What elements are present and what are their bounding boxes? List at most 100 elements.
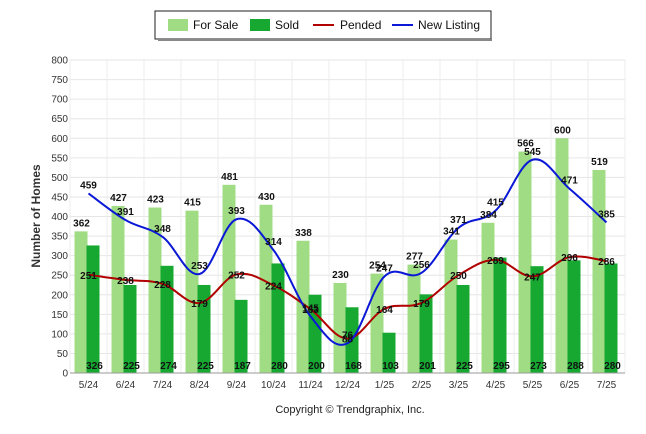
y-axis-label: Number of Homes	[29, 164, 43, 268]
x-tick-label: 10/24	[261, 380, 286, 391]
data-label-new-listing: 545	[524, 147, 541, 158]
bar-sold	[86, 245, 100, 373]
data-label-pended: 252	[228, 270, 245, 281]
x-tick-label: 8/24	[190, 380, 210, 391]
data-label-for-sale: 277	[406, 252, 423, 263]
data-label-pended: 224	[265, 281, 282, 292]
data-label-sold: 288	[567, 361, 584, 372]
data-label-for-sale: 566	[517, 139, 534, 150]
data-label-new-listing: 385	[598, 209, 615, 220]
line-new-listing	[87, 158, 608, 346]
data-label-new-listing: 371	[450, 215, 467, 226]
legend-label-new-listing: New Listing	[418, 18, 480, 32]
y-tick-label: 50	[57, 349, 69, 360]
bar-for-sale	[148, 207, 162, 373]
legend-swatch-for-sale	[168, 19, 188, 31]
bar-for-sale	[185, 210, 199, 373]
data-label-pended: 179	[191, 299, 208, 310]
data-label-sold: 225	[197, 361, 214, 372]
bar-for-sale	[592, 169, 606, 373]
bar-sold	[567, 260, 581, 373]
legend-item-new-listing: New Listing	[392, 18, 480, 32]
y-tick-label: 750	[51, 75, 68, 86]
legend-label-sold: Sold	[275, 18, 299, 32]
bar-sold	[456, 284, 470, 373]
y-tick-label: 500	[51, 173, 68, 184]
data-label-new-listing: 393	[228, 206, 245, 217]
y-tick-label: 550	[51, 153, 68, 164]
data-label-pended: 251	[80, 271, 97, 282]
y-tick-label: 250	[51, 271, 68, 282]
data-label-sold: 201	[419, 361, 436, 372]
x-axis-ticks: 5/24 6/24 7/24 8/24 9/24 10/24 11/24 12/24 1/25 2…	[79, 380, 617, 391]
bar-sold	[271, 263, 285, 373]
bar-sold	[197, 284, 211, 373]
y-tick-label: 800	[51, 56, 68, 67]
data-label-pended: 164	[376, 305, 393, 316]
bar-sold	[530, 266, 544, 373]
data-label-sold: 326	[86, 361, 103, 372]
legend-swatch-sold	[250, 19, 270, 31]
data-label-for-sale: 341	[443, 227, 460, 238]
bar-sold	[234, 299, 248, 373]
data-label-for-sale: 362	[73, 218, 90, 229]
data-label-sold: 200	[308, 361, 325, 372]
data-label-new-listing: 256	[413, 260, 430, 271]
x-tick-label: 9/24	[227, 380, 247, 391]
x-tick-label: 2/25	[412, 380, 432, 391]
data-label-sold: 273	[530, 361, 547, 372]
legend-label-pended: Pended	[340, 18, 381, 32]
data-label-sold: 225	[456, 361, 473, 372]
bar-for-sale	[444, 239, 458, 373]
bar-for-sale	[481, 222, 495, 373]
data-label-for-sale: 519	[591, 157, 608, 168]
data-label-sold: 225	[123, 361, 140, 372]
y-tick-label: 200	[51, 290, 68, 301]
y-tick-label: 0	[62, 369, 68, 380]
y-tick-label: 300	[51, 251, 68, 262]
data-label-sold: 280	[604, 361, 621, 372]
data-label-pended: 289	[487, 256, 504, 267]
data-label-new-listing: 348	[154, 224, 171, 235]
data-label-new-listing: 471	[561, 176, 578, 187]
bar-for-sale	[555, 138, 569, 373]
legend-label-for-sale: For Sale	[193, 18, 239, 32]
x-tick-label: 5/25	[523, 380, 543, 391]
x-tick-label: 4/25	[486, 380, 506, 391]
data-label-for-sale: 254	[369, 261, 386, 272]
y-tick-label: 700	[51, 95, 68, 106]
bar-for-sale	[111, 205, 125, 373]
data-label-pended: 228	[154, 280, 171, 291]
data-label-new-listing: 253	[191, 261, 208, 272]
y-tick-label: 150	[51, 310, 68, 321]
data-label-for-sale: 600	[554, 125, 571, 136]
bar-sold	[419, 294, 433, 373]
data-label-new-listing: 76	[342, 330, 354, 341]
data-label-pended: 163	[302, 305, 319, 316]
bar-for-sale	[259, 204, 273, 373]
x-tick-label: 3/25	[449, 380, 469, 391]
bar-for-sale	[518, 151, 532, 373]
data-label-sold: 103	[382, 361, 399, 372]
bar-sold	[123, 284, 137, 373]
y-axis-ticks: 0 50 100 150 200 250 300 350 400 450 500 550 600 650 7…	[51, 56, 68, 380]
x-tick-label: 12/24	[335, 380, 360, 391]
bar-sold	[604, 263, 618, 373]
data-labels: 362 326 251 459 427 225 238 391 423 274 228 348 415 2…	[73, 125, 621, 372]
bar-for-sale	[370, 273, 384, 373]
y-tick-label: 350	[51, 232, 68, 243]
legend-item-pended: Pended	[313, 18, 381, 32]
y-tick-label: 600	[51, 134, 68, 145]
data-label-pended: 296	[561, 253, 578, 264]
data-label-pended: 179	[413, 299, 430, 310]
legend: For Sale Sold Pended New Listing	[154, 10, 492, 41]
data-label-for-sale: 423	[147, 195, 164, 206]
copyright-text: Copyright © Trendgraphix, Inc.	[275, 404, 424, 416]
data-label-pended: 247	[524, 272, 541, 283]
data-label-for-sale: 481	[221, 172, 238, 183]
x-tick-label: 1/25	[375, 380, 395, 391]
data-label-new-listing: 314	[265, 237, 282, 248]
data-label-pended: 250	[450, 271, 467, 282]
bar-sold	[493, 257, 507, 373]
